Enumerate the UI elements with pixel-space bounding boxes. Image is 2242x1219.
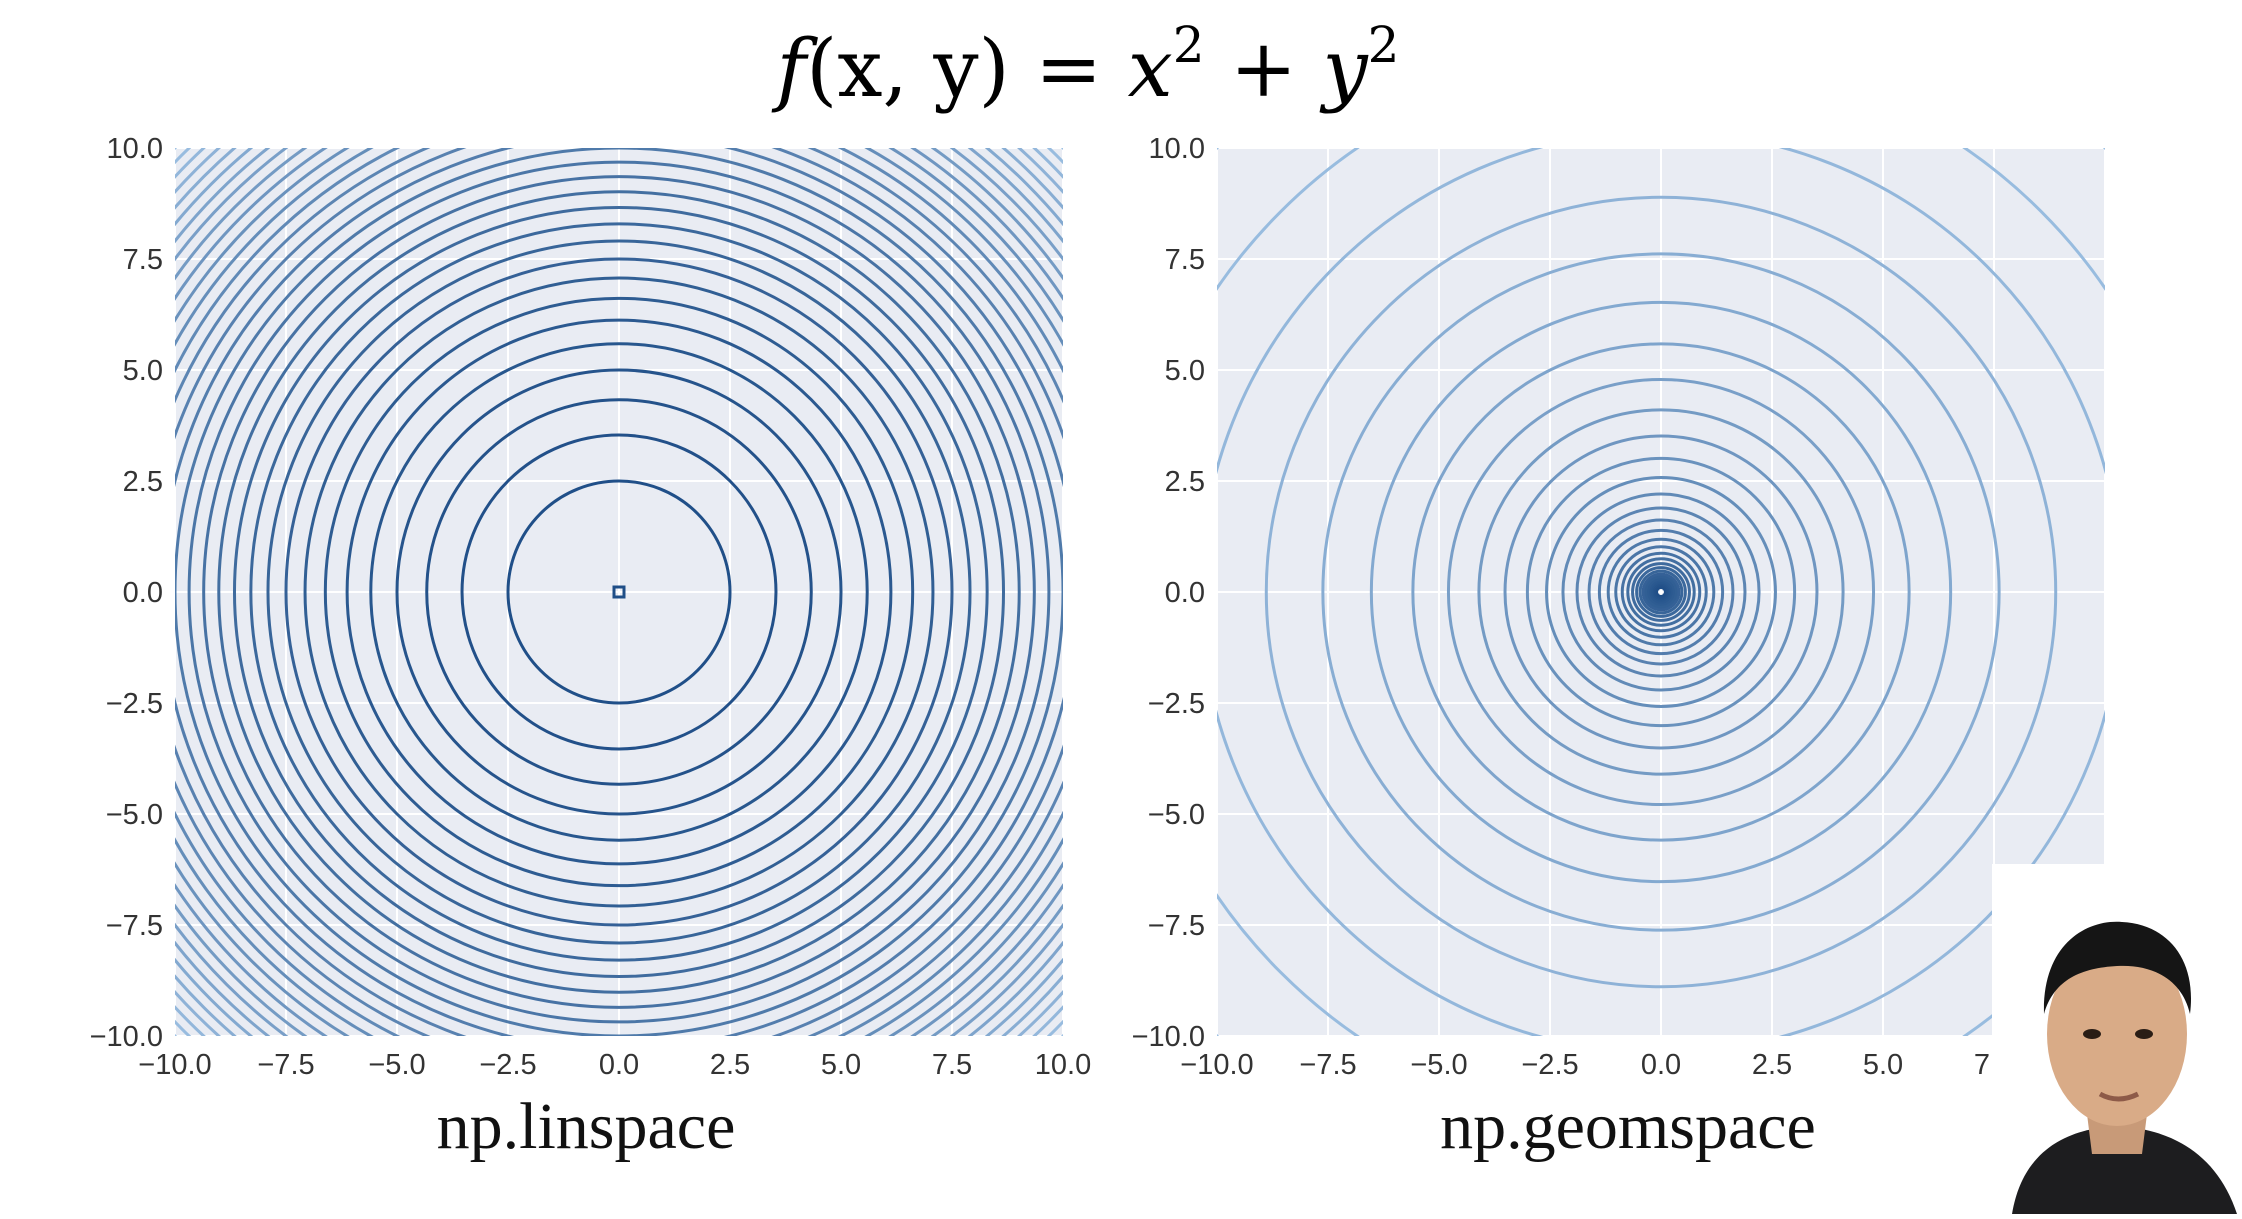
presenter-video-overlay: [1992, 864, 2242, 1214]
geomspace-contour-level-21: [1545, 476, 1777, 708]
linspace-contour-level-7: [323, 296, 915, 888]
geomspace-contour-level-24: [1477, 408, 1845, 776]
geomspace-y-tick-label: 2.5: [1165, 466, 1205, 498]
geomspace-contour-level-10: [1638, 569, 1684, 615]
geomspace-x-tick-label: −2.5: [1521, 1049, 1578, 1081]
geomspace-y-tick-label: 10.0: [1149, 133, 1205, 165]
formula-args: (x, y): [806, 22, 1010, 115]
linspace-x-tick-label: 10.0: [1035, 1049, 1091, 1081]
geomspace-contour-level-8: [1644, 575, 1678, 609]
linspace-x-tick-label: 0.0: [599, 1049, 639, 1081]
linspace-contour-level-2: [460, 433, 778, 751]
geomspace-contours: [1217, 148, 2105, 1036]
formula-x: x: [1128, 22, 1173, 115]
linspace-x-tick-label: −7.5: [257, 1049, 314, 1081]
geomspace-y-tick-label: −10.0: [1132, 1021, 1205, 1053]
geomspace-contour-level-20: [1561, 492, 1761, 692]
geomspace-contour-level-23: [1503, 434, 1819, 750]
geomspace-contour-level-12: [1631, 562, 1691, 622]
geomspace-y-tick-label: −7.5: [1148, 910, 1205, 942]
geomspace-contour-level-26: [1411, 342, 1911, 842]
geomspace-contour-level-25: [1446, 377, 1876, 807]
geomspace-contour-level-22: [1525, 456, 1797, 728]
geomspace-contour-level-17: [1597, 528, 1725, 656]
linspace-contour-level-3: [425, 398, 813, 786]
linspace-y-tick-label: 2.5: [123, 466, 163, 498]
formula-sup-y: 2: [1368, 16, 1400, 74]
geomspace-x-tick-label: −5.0: [1410, 1049, 1467, 1081]
geomspace-contour-level-28: [1321, 252, 2001, 932]
geomspace-contour-level-29: [1264, 195, 2058, 989]
linspace-y-tick-label: 7.5: [123, 244, 163, 276]
geomspace-contour-level-27: [1369, 300, 1953, 884]
linspace-contour-level-6: [345, 318, 893, 866]
formula-y: y: [1319, 22, 1369, 115]
geomspace-y-tick-label: −2.5: [1148, 688, 1205, 720]
geomspace-y-tick-label: 7.5: [1165, 244, 1205, 276]
linspace-caption: np.linspace: [437, 1090, 736, 1163]
geomspace-x-tick-label: −7.5: [1299, 1049, 1356, 1081]
geomspace-y-tick-label: 0.0: [1165, 577, 1205, 609]
linspace-contour-level-15: [187, 160, 1051, 1024]
linspace-contours: [175, 148, 1063, 1036]
linspace-x-tick-label: −5.0: [368, 1049, 425, 1081]
linspace-contour-level-0: [612, 585, 626, 599]
geomspace-x-tick-label: 0.0: [1641, 1049, 1681, 1081]
geomspace-caption: np.geomspace: [1440, 1090, 1816, 1163]
geomspace-x-tick-label: 2.5: [1752, 1049, 1792, 1081]
geomspace-contour-level-16: [1606, 537, 1716, 647]
geomspace-contour-panel: −10.0−7.5−5.0−2.50.02.55.07.510.010.07.5…: [1132, 133, 2134, 1081]
linspace-contour-level-5: [369, 342, 869, 842]
linspace-y-tick-label: −2.5: [106, 688, 163, 720]
geomspace-contour-level-13: [1626, 557, 1696, 627]
geomspace-contour-level-9: [1641, 572, 1681, 612]
geomspace-contour-level-15: [1614, 545, 1708, 639]
formula-equals: =: [1010, 22, 1128, 115]
geomspace-contour-level-19: [1575, 506, 1747, 678]
linspace-y-tick-label: 10.0: [107, 133, 163, 165]
linspace-contour-level-10: [266, 239, 972, 945]
geomspace-y-tick-label: 5.0: [1165, 355, 1205, 387]
linspace-y-tick-label: −10.0: [90, 1021, 163, 1053]
linspace-y-tick-label: 5.0: [123, 355, 163, 387]
presenter-figure: [1992, 864, 2242, 1214]
linspace-contour-level-14: [202, 175, 1036, 1009]
presenter-hair: [2043, 921, 2192, 1014]
geomspace-x-tick-label: −10.0: [1180, 1049, 1253, 1081]
presenter-face: [2047, 942, 2187, 1126]
formula-title: f(x, y) = x2 + y2: [772, 16, 1400, 115]
geomspace-contour-level-11: [1635, 566, 1687, 618]
formula-sup-x: 2: [1173, 16, 1205, 74]
linspace-y-tick-label: −7.5: [106, 910, 163, 942]
geomspace-contour-level-18: [1587, 518, 1735, 666]
linspace-x-tick-label: −2.5: [479, 1049, 536, 1081]
geomspace-y-tick-label: −5.0: [1148, 799, 1205, 831]
geomspace-x-tick-label: 5.0: [1863, 1049, 1903, 1081]
linspace-contour-level-11: [249, 222, 989, 962]
linspace-contour-level-1: [506, 479, 732, 705]
linspace-x-tick-label: 7.5: [932, 1049, 972, 1081]
geomspace-contour-level-7: [1646, 577, 1676, 607]
linspace-contour-level-4: [395, 368, 843, 816]
geomspace-contour-level-5: [1649, 580, 1673, 604]
formula-plus: +: [1205, 22, 1323, 115]
linspace-x-tick-label: 2.5: [710, 1049, 750, 1081]
linspace-contour-panel: −10.0 −7.5 −5.0 −2.5 0.0 2.5 5.0 7.5 10.0 10.0 7.5…: [90, 133, 1092, 1081]
linspace-contour-level-12: [232, 205, 1006, 979]
presenter-shirt: [2012, 1126, 2237, 1214]
geomspace-contour-level-14: [1620, 551, 1702, 633]
linspace-contour-level-9: [284, 257, 954, 927]
geomspace-contour-level-6: [1648, 579, 1674, 605]
linspace-contour-level-8: [303, 276, 935, 908]
linspace-y-tick-label: 0.0: [123, 577, 163, 609]
linspace-x-tick-label: −10.0: [138, 1049, 211, 1081]
linspace-y-tick-label: −5.0: [106, 799, 163, 831]
linspace-contour-level-13: [217, 190, 1021, 994]
linspace-x-tick-label: 5.0: [821, 1049, 861, 1081]
